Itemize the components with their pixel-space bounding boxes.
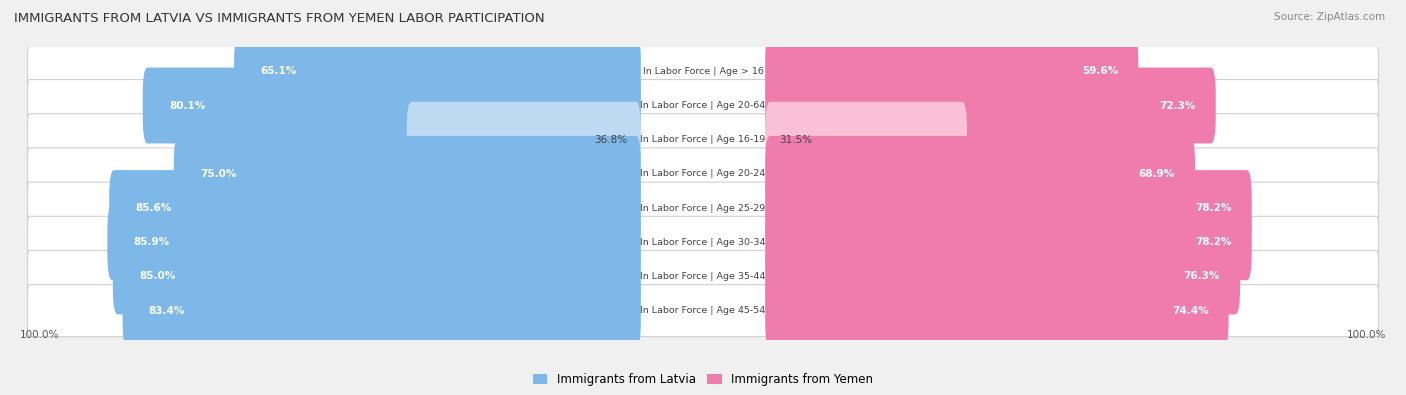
FancyBboxPatch shape	[110, 170, 641, 246]
FancyBboxPatch shape	[28, 148, 1378, 200]
FancyBboxPatch shape	[28, 114, 1378, 166]
Text: 85.9%: 85.9%	[134, 237, 170, 247]
Text: 85.6%: 85.6%	[135, 203, 172, 213]
Text: In Labor Force | Age 30-34: In Labor Force | Age 30-34	[640, 238, 766, 247]
FancyBboxPatch shape	[28, 216, 1378, 268]
Text: 100.0%: 100.0%	[1347, 330, 1386, 340]
Text: 85.0%: 85.0%	[139, 271, 176, 282]
Text: In Labor Force | Age > 16: In Labor Force | Age > 16	[643, 67, 763, 76]
Text: 74.4%: 74.4%	[1171, 306, 1208, 316]
FancyBboxPatch shape	[107, 204, 641, 280]
FancyBboxPatch shape	[122, 273, 641, 349]
Text: 83.4%: 83.4%	[149, 306, 186, 316]
Text: In Labor Force | Age 20-64: In Labor Force | Age 20-64	[640, 101, 766, 110]
FancyBboxPatch shape	[765, 34, 1139, 109]
Text: 76.3%: 76.3%	[1184, 271, 1220, 282]
FancyBboxPatch shape	[765, 136, 1195, 212]
Text: 72.3%: 72.3%	[1160, 100, 1195, 111]
FancyBboxPatch shape	[765, 170, 1251, 246]
FancyBboxPatch shape	[28, 285, 1378, 337]
Text: IMMIGRANTS FROM LATVIA VS IMMIGRANTS FROM YEMEN LABOR PARTICIPATION: IMMIGRANTS FROM LATVIA VS IMMIGRANTS FRO…	[14, 12, 544, 25]
Text: Source: ZipAtlas.com: Source: ZipAtlas.com	[1274, 12, 1385, 22]
Text: 78.2%: 78.2%	[1195, 203, 1232, 213]
FancyBboxPatch shape	[28, 182, 1378, 234]
Text: In Labor Force | Age 45-54: In Labor Force | Age 45-54	[640, 306, 766, 315]
Text: 36.8%: 36.8%	[593, 135, 627, 145]
Text: 75.0%: 75.0%	[200, 169, 236, 179]
FancyBboxPatch shape	[765, 273, 1229, 349]
Text: 78.2%: 78.2%	[1195, 237, 1232, 247]
FancyBboxPatch shape	[765, 204, 1251, 280]
FancyBboxPatch shape	[765, 239, 1240, 314]
Text: 59.6%: 59.6%	[1083, 66, 1118, 76]
Text: In Labor Force | Age 16-19: In Labor Force | Age 16-19	[640, 135, 766, 144]
FancyBboxPatch shape	[765, 68, 1216, 143]
Legend: Immigrants from Latvia, Immigrants from Yemen: Immigrants from Latvia, Immigrants from …	[533, 373, 873, 386]
FancyBboxPatch shape	[28, 79, 1378, 132]
Text: 80.1%: 80.1%	[169, 100, 205, 111]
FancyBboxPatch shape	[406, 102, 641, 178]
Text: 31.5%: 31.5%	[779, 135, 813, 145]
FancyBboxPatch shape	[142, 68, 641, 143]
FancyBboxPatch shape	[28, 45, 1378, 97]
FancyBboxPatch shape	[765, 102, 967, 178]
FancyBboxPatch shape	[174, 136, 641, 212]
FancyBboxPatch shape	[235, 34, 641, 109]
Text: 65.1%: 65.1%	[260, 66, 297, 76]
FancyBboxPatch shape	[112, 239, 641, 314]
FancyBboxPatch shape	[28, 250, 1378, 303]
Text: In Labor Force | Age 35-44: In Labor Force | Age 35-44	[640, 272, 766, 281]
Text: In Labor Force | Age 25-29: In Labor Force | Age 25-29	[640, 203, 766, 213]
Text: 100.0%: 100.0%	[20, 330, 59, 340]
Text: 68.9%: 68.9%	[1139, 169, 1175, 179]
Text: In Labor Force | Age 20-24: In Labor Force | Age 20-24	[640, 169, 766, 179]
